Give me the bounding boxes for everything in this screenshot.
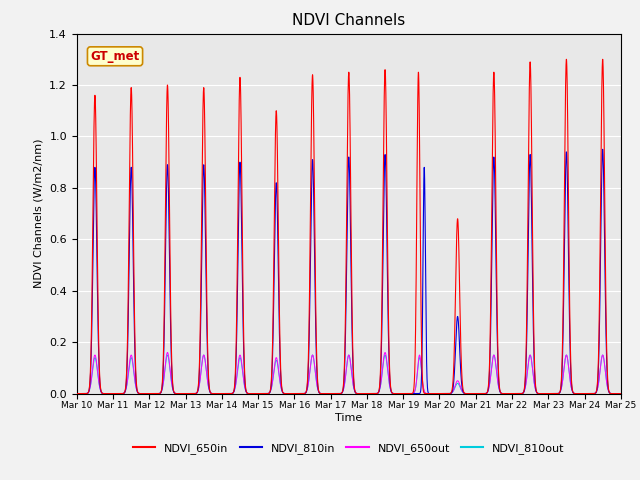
NDVI_650out	[189, 391, 197, 396]
NDVI_650out	[276, 382, 284, 387]
Text: GT_met: GT_met	[90, 50, 140, 63]
NDVI_650in	[432, 391, 440, 396]
Line: NDVI_650in: NDVI_650in	[77, 60, 621, 394]
NDVI_650out	[617, 391, 625, 396]
NDVI_810in	[184, 391, 191, 396]
NDVI_810in	[276, 367, 284, 372]
NDVI_650in	[73, 391, 81, 396]
NDVI_650in	[599, 57, 607, 62]
NDVI_650in	[617, 391, 625, 396]
Legend: NDVI_650in, NDVI_810in, NDVI_650out, NDVI_810out: NDVI_650in, NDVI_810in, NDVI_650out, NDV…	[129, 438, 569, 458]
NDVI_650in	[184, 391, 191, 396]
NDVI_650in	[189, 391, 197, 396]
NDVI_810in	[189, 391, 197, 396]
NDVI_810out	[184, 391, 191, 396]
NDVI_810out	[73, 391, 81, 396]
Y-axis label: NDVI Channels (W/m2/nm): NDVI Channels (W/m2/nm)	[34, 139, 44, 288]
NDVI_650out	[184, 391, 191, 396]
NDVI_650out	[615, 391, 623, 396]
NDVI_650out	[73, 391, 81, 396]
NDVI_810out	[189, 391, 197, 396]
NDVI_810out	[424, 391, 431, 396]
X-axis label: Time: Time	[335, 413, 362, 423]
NDVI_810in	[599, 146, 607, 152]
NDVI_810in	[73, 391, 81, 396]
NDVI_810out	[599, 352, 607, 358]
NDVI_650in	[615, 391, 623, 396]
NDVI_810out	[276, 382, 284, 388]
NDVI_810in	[615, 391, 623, 396]
NDVI_810in	[617, 391, 625, 396]
NDVI_650out	[433, 391, 440, 396]
NDVI_810in	[406, 391, 413, 396]
NDVI_650out	[501, 391, 509, 396]
NDVI_650out	[164, 349, 172, 355]
NDVI_810out	[501, 391, 509, 396]
NDVI_650in	[276, 359, 284, 364]
NDVI_650in	[501, 391, 509, 396]
NDVI_810in	[424, 388, 431, 394]
NDVI_650in	[424, 391, 431, 396]
Line: NDVI_810out: NDVI_810out	[77, 355, 621, 394]
NDVI_650out	[424, 391, 431, 396]
Line: NDVI_810in: NDVI_810in	[77, 149, 621, 394]
NDVI_810out	[617, 391, 625, 396]
NDVI_810in	[501, 391, 509, 396]
NDVI_810out	[615, 391, 623, 396]
NDVI_810out	[433, 391, 440, 396]
Line: NDVI_650out: NDVI_650out	[77, 352, 621, 394]
Title: NDVI Channels: NDVI Channels	[292, 13, 405, 28]
